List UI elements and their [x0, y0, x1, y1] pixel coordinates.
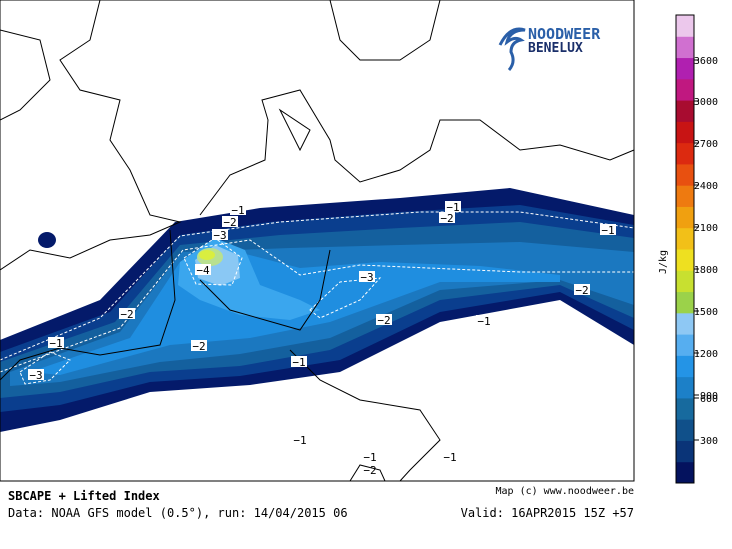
contour-label: −1: [292, 356, 305, 369]
colorbar-segment: [676, 36, 694, 59]
colorbar-segment: [676, 397, 694, 420]
colorbar-label: 300: [700, 436, 718, 447]
contour-label: −2: [120, 308, 133, 321]
contour-label: −1: [446, 201, 459, 214]
colorbar-label: 2400: [694, 181, 718, 192]
contour-label-bg: [439, 212, 455, 223]
contour-label-bg: [445, 201, 461, 212]
contour-label: −4: [196, 264, 210, 277]
colorbar-segment: [676, 461, 694, 484]
colorbar-segment: [676, 78, 694, 101]
logo-text: BENELUX: [528, 41, 583, 56]
colorbar-segment: [676, 419, 694, 441]
footer-title: SBCAPE + Lifted Index: [8, 489, 160, 503]
coastlines: [0, 0, 635, 482]
contour-label-bg: [230, 204, 246, 215]
contour-label-bg: [222, 216, 238, 227]
contour-label: −1: [363, 451, 376, 464]
colorbar-segment: [676, 355, 694, 378]
logo-icon: [498, 27, 526, 71]
contour-label-bg: [119, 308, 135, 319]
contour-label: −1: [443, 451, 456, 464]
colorbar-segment: [676, 291, 694, 314]
colorbar-segment: [676, 206, 694, 229]
colorbar-frame: [675, 14, 695, 484]
map-frame: [0, 0, 635, 482]
contour-label: −1: [231, 204, 244, 217]
colorbar-label: 2100: [694, 223, 718, 234]
footer-credit: Map (c) www.noodweer.be: [496, 486, 634, 497]
contour-label: −1: [293, 434, 306, 447]
colorbar-label: 600: [700, 394, 718, 405]
cape-field: [0, 188, 634, 432]
contour-label: −1: [477, 315, 490, 328]
colorbar-segment: [676, 15, 694, 37]
contour-label: −2: [575, 284, 588, 297]
colorbar-segment: [676, 100, 694, 122]
contour-label-bg: [600, 224, 616, 235]
contour-label-bg: [359, 271, 375, 282]
contour-label: −3: [213, 229, 226, 242]
contour-label: −3: [29, 369, 42, 382]
contour-label: −3: [360, 271, 373, 284]
colorbar-segment: [676, 121, 694, 144]
contour-label-bg: [191, 340, 207, 351]
colorbar-label: 1200: [694, 349, 718, 360]
contour-label: −1: [49, 337, 62, 350]
logo: NOODWEER BENELUX: [498, 25, 601, 71]
colorbar-label: 3000: [694, 97, 718, 108]
contour-label-bg: [291, 356, 307, 367]
colorbar-segment: [676, 142, 694, 165]
contour-label-bg: [476, 315, 492, 326]
colorbar-segment: [676, 312, 694, 335]
colorbar-segment: [676, 376, 694, 399]
contour-label-bg: [195, 264, 211, 275]
colorbar-label: 2700: [694, 139, 718, 150]
contour-label: −2: [440, 212, 453, 225]
colorbar-segment: [676, 57, 694, 80]
colorbar-segment: [676, 440, 694, 463]
colorbar-label: 3600: [694, 56, 718, 67]
contour-label: −2: [223, 216, 236, 229]
footer-valid: Valid: 16APR2015 15Z +57: [461, 506, 634, 520]
footer-data: Data: NOAA GFS model (0.5°), run: 14/04/…: [8, 506, 348, 520]
colorbar-unit: J/kg: [658, 250, 669, 274]
contour-label-bg: [574, 284, 590, 295]
colorbar-label: 1500: [694, 307, 718, 318]
contour-label-bg: [376, 314, 392, 325]
logo-text: NOODWEER: [528, 25, 601, 43]
colorbar-segment: [676, 249, 694, 271]
colorbar-label: 900: [700, 391, 718, 402]
contour-labels: −1−2−3−4−1−2−1−3−2−2 −2 −1−1 −2−1−3−1−1−2−1: [28, 201, 616, 477]
contour-label: −2: [192, 340, 205, 353]
colorbar-label: 1800: [694, 265, 718, 276]
colorbar-segment: [676, 227, 694, 250]
contour-label-bg: [212, 229, 228, 240]
colorbar-segment: [676, 185, 694, 207]
colorbar-segment: [676, 270, 694, 293]
contour-label-bg: [28, 369, 44, 380]
contour-label: −2: [363, 464, 376, 477]
colorbar-segment: [676, 163, 694, 186]
contour-label: −2: [377, 314, 390, 327]
lifted-index-contours: [0, 211, 635, 385]
contour-label: −1: [601, 224, 614, 237]
contour-label-bg: [48, 337, 64, 348]
colorbar-segment: [676, 334, 694, 356]
